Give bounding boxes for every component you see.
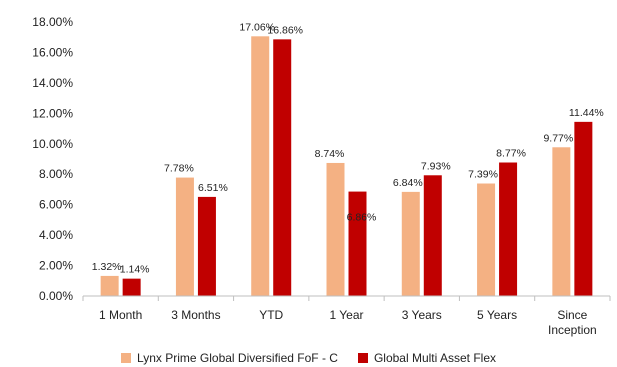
- data-label-series-1: 17.06%: [239, 21, 275, 33]
- bar-series-1: [175, 177, 194, 296]
- bar-series-2: [423, 175, 442, 296]
- data-label-series-1: 1.32%: [92, 261, 122, 273]
- y-tick-label: 16.00%: [32, 45, 73, 59]
- x-category-label: Since Inception: [548, 308, 597, 337]
- bar-series-2: [122, 278, 141, 296]
- data-label-series-2: 8.77%: [496, 148, 526, 160]
- bars: [100, 36, 593, 296]
- y-tick-label: 4.00%: [39, 228, 73, 242]
- x-category-label: 3 Years: [402, 308, 442, 322]
- data-label-series-1: 7.39%: [468, 169, 498, 181]
- bar-series-1: [251, 36, 270, 296]
- x-axis: [82, 295, 611, 301]
- legend-label-series-2: Global Multi Asset Flex: [373, 351, 496, 365]
- y-tick-label: 14.00%: [32, 76, 73, 90]
- data-labels: 1.32% 7.78% 17.06% 8.74% 6.84% 7.39% 9.77% 1.14…: [92, 21, 604, 275]
- bar-series-2: [273, 39, 292, 296]
- x-category-label: 3 Months: [171, 308, 220, 322]
- x-category-label: YTD: [259, 308, 283, 322]
- bar-series-1: [326, 162, 345, 296]
- y-tick-label: 2.00%: [39, 259, 73, 273]
- data-label-series-1: 6.84%: [393, 177, 423, 189]
- y-tick-label: 18.00%: [32, 15, 73, 29]
- bar-series-1: [477, 183, 496, 296]
- legend-swatch-series-1: [121, 353, 131, 363]
- data-label-series-2: 16.86%: [267, 24, 303, 36]
- bar-series-1: [552, 147, 571, 296]
- bar-series-2: [574, 121, 593, 296]
- y-axis-ticks: 0.00% 2.00% 4.00% 6.00% 8.00% 10.00% 12.00% 14.…: [32, 15, 73, 303]
- x-axis-labels: 1 Month 3 Months YTD 1 Year 3 Years 5 Years Si…: [99, 308, 597, 337]
- y-tick-label: 6.00%: [39, 198, 73, 212]
- bar-series-2: [499, 162, 518, 296]
- legend-label-series-1: Lynx Prime Global Diversified FoF - C: [137, 351, 338, 365]
- data-label-series-1: 8.74%: [315, 148, 345, 160]
- legend-item-series-1: Lynx Prime Global Diversified FoF - C: [121, 351, 338, 365]
- data-label-series-2: 6.86%: [347, 212, 377, 224]
- legend-item-series-2: Global Multi Asset Flex: [357, 351, 496, 365]
- bar-chart: 0.00% 2.00% 4.00% 6.00% 8.00% 10.00% 12.00% 14.…: [32, 15, 611, 337]
- y-tick-label: 8.00%: [39, 167, 73, 181]
- data-label-series-1: 7.78%: [164, 163, 194, 175]
- data-label-series-2: 6.51%: [198, 182, 228, 194]
- bar-series-1: [100, 275, 119, 296]
- y-tick-label: 0.00%: [39, 289, 73, 303]
- bar-series-2: [348, 191, 367, 296]
- data-label-series-2: 11.44%: [569, 107, 604, 119]
- y-tick-label: 12.00%: [32, 106, 73, 120]
- data-label-series-2: 7.93%: [421, 160, 451, 172]
- data-label-series-1: 9.77%: [543, 132, 573, 144]
- x-category-label: 5 Years: [477, 308, 517, 322]
- legend: Lynx Prime Global Diversified FoF - C Gl…: [0, 349, 617, 367]
- x-category-label: 1 Month: [99, 308, 142, 322]
- bar-series-2: [197, 196, 216, 296]
- x-category-label: 1 Year: [329, 308, 363, 322]
- data-label-series-2: 1.14%: [120, 264, 150, 276]
- legend-swatch-series-2: [357, 353, 368, 363]
- y-tick-label: 10.00%: [32, 137, 73, 151]
- bar-series-1: [401, 191, 420, 296]
